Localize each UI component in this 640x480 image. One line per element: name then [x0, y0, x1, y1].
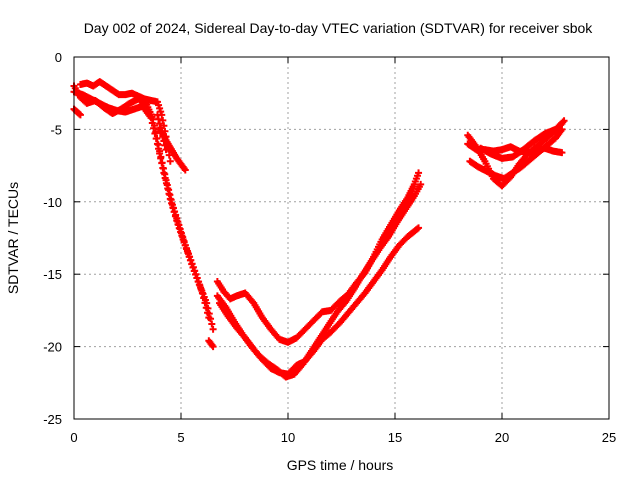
x-tick-label: 0 — [70, 430, 77, 445]
series-points — [466, 125, 566, 183]
y-tick-label: -5 — [50, 122, 62, 137]
x-axis: 0 5 10 15 20 25 — [70, 57, 616, 445]
series-points — [70, 88, 213, 322]
series-track-j — [213, 169, 423, 346]
series-track-n — [477, 117, 568, 162]
y-tick-label: -20 — [43, 340, 62, 355]
series-points — [153, 111, 170, 154]
y-tick-label: -10 — [43, 195, 62, 210]
series-points — [213, 169, 423, 346]
y-axis: 0 -5 -10 -15 -20 -25 — [43, 50, 609, 427]
series-points — [205, 337, 217, 351]
series-track-h — [216, 224, 423, 378]
y-tick-label: -15 — [43, 267, 62, 282]
plot-frame — [73, 56, 610, 420]
series-points — [213, 180, 425, 381]
y-tick-label: -25 — [43, 412, 62, 427]
series-track-b — [70, 82, 217, 333]
series-points — [477, 117, 568, 162]
x-axis-label: GPS time / hours — [287, 457, 394, 473]
series-track-e — [153, 111, 170, 154]
series-points — [216, 224, 423, 378]
data-layer — [70, 78, 568, 381]
x-tick-label: 5 — [177, 430, 184, 445]
x-tick-label: 15 — [388, 430, 402, 445]
x-tick-label: 20 — [495, 430, 509, 445]
series-track-a — [70, 88, 213, 322]
x-tick-label: 10 — [281, 430, 295, 445]
x-tick-label: 25 — [602, 430, 616, 445]
y-tick-label: 0 — [55, 50, 62, 65]
y-axis-label: SDTVAR / TECUs — [5, 182, 21, 294]
series-track-i — [213, 180, 425, 381]
series-track-f — [70, 105, 84, 119]
series-track-c — [76, 78, 174, 165]
series-points — [70, 82, 217, 333]
series-points — [70, 105, 84, 119]
series-points — [76, 78, 174, 165]
grid — [74, 57, 609, 419]
series-track-g — [205, 337, 217, 351]
series-track-m — [466, 125, 566, 183]
chart-title: Day 002 of 2024, Sidereal Day-to-day VTE… — [84, 20, 594, 36]
